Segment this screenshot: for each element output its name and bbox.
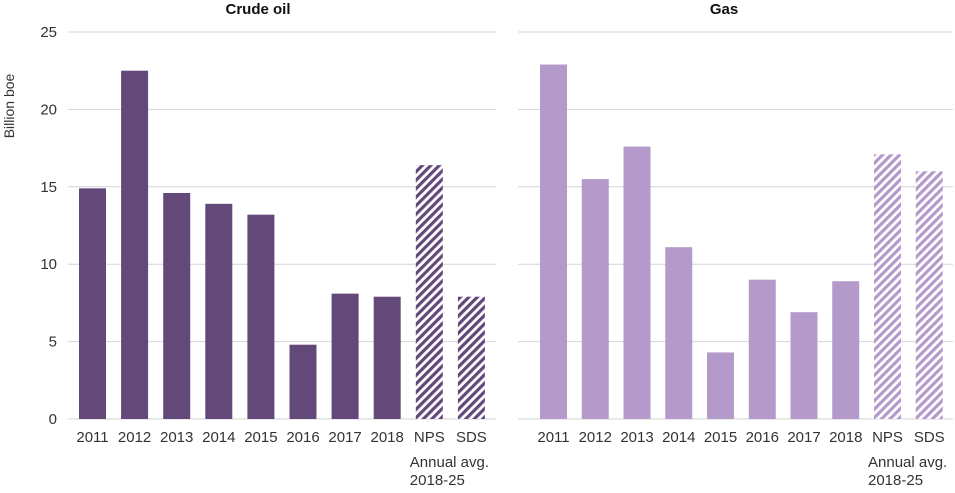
chart-title: Gas [710,1,738,18]
bar-2017 [790,312,818,419]
crude-oil-panel: 0 5 10 15 20 25 Billion boe Crude oil 2011 2012 20… [1,1,496,489]
x-tick-label: 2016 [746,429,779,446]
x-tick-label: 2015 [244,429,277,446]
x-tick-label: 2012 [579,429,612,446]
x-tick-label: 2017 [787,429,820,446]
bar-2018 [832,281,860,419]
y-tick-label: 5 [49,334,57,351]
x-tick-label: 2012 [118,429,151,446]
bar-2012 [121,70,149,419]
y-tick-label: 0 [49,411,57,428]
y-axis-label: Billion boe [1,73,17,138]
x-tick-label: 2011 [76,429,108,446]
bar-nps [874,154,901,420]
x-tick-label: 2011 [537,429,569,446]
bar-nps [415,165,443,419]
bar-2011 [540,64,567,420]
x-tick-label: 2013 [160,429,193,446]
x-tick-label: 2017 [328,429,361,446]
bar-2015 [247,214,275,419]
x-tick-label: 2013 [620,429,653,446]
group-label: Annual avg. 2018-25 [868,454,947,488]
x-tick-label: 2015 [704,429,737,446]
x-tick-label: 2018 [829,429,862,446]
bar-2014 [205,203,233,419]
bar-sds [457,296,485,419]
x-tick-label: SDS [914,429,945,446]
bar-2012 [581,179,609,419]
x-tick-label: NPS [872,429,903,446]
x-tick-label: 2018 [371,429,404,446]
y-tick-label: 20 [40,101,57,118]
gas-panel: Gas 2011 2012 2013 2014 2015 2016 2017 2018 NPS SD… [518,1,953,489]
x-tick-label: 2016 [286,429,319,446]
bar-2015 [707,352,734,419]
bar-2014 [665,247,693,419]
y-tick-label: 15 [40,179,57,196]
bar-2016 [289,344,317,419]
bar-2011 [79,188,106,419]
y-tick-label: 10 [40,256,57,273]
x-tick-label: 2014 [202,429,235,446]
group-label: Annual avg. 2018-25 [410,454,489,488]
bar-2016 [748,279,776,419]
x-tick-label: 2014 [662,429,695,446]
bar-2018 [373,296,401,419]
bar-2017 [331,293,359,419]
x-tick-label: NPS [414,429,445,446]
bar-2013 [623,146,651,419]
y-tick-label: 25 [40,24,57,41]
chart-title: Crude oil [225,1,290,18]
bar-sds [915,171,943,419]
bar-2013 [163,192,191,419]
x-tick-label: SDS [456,429,487,446]
